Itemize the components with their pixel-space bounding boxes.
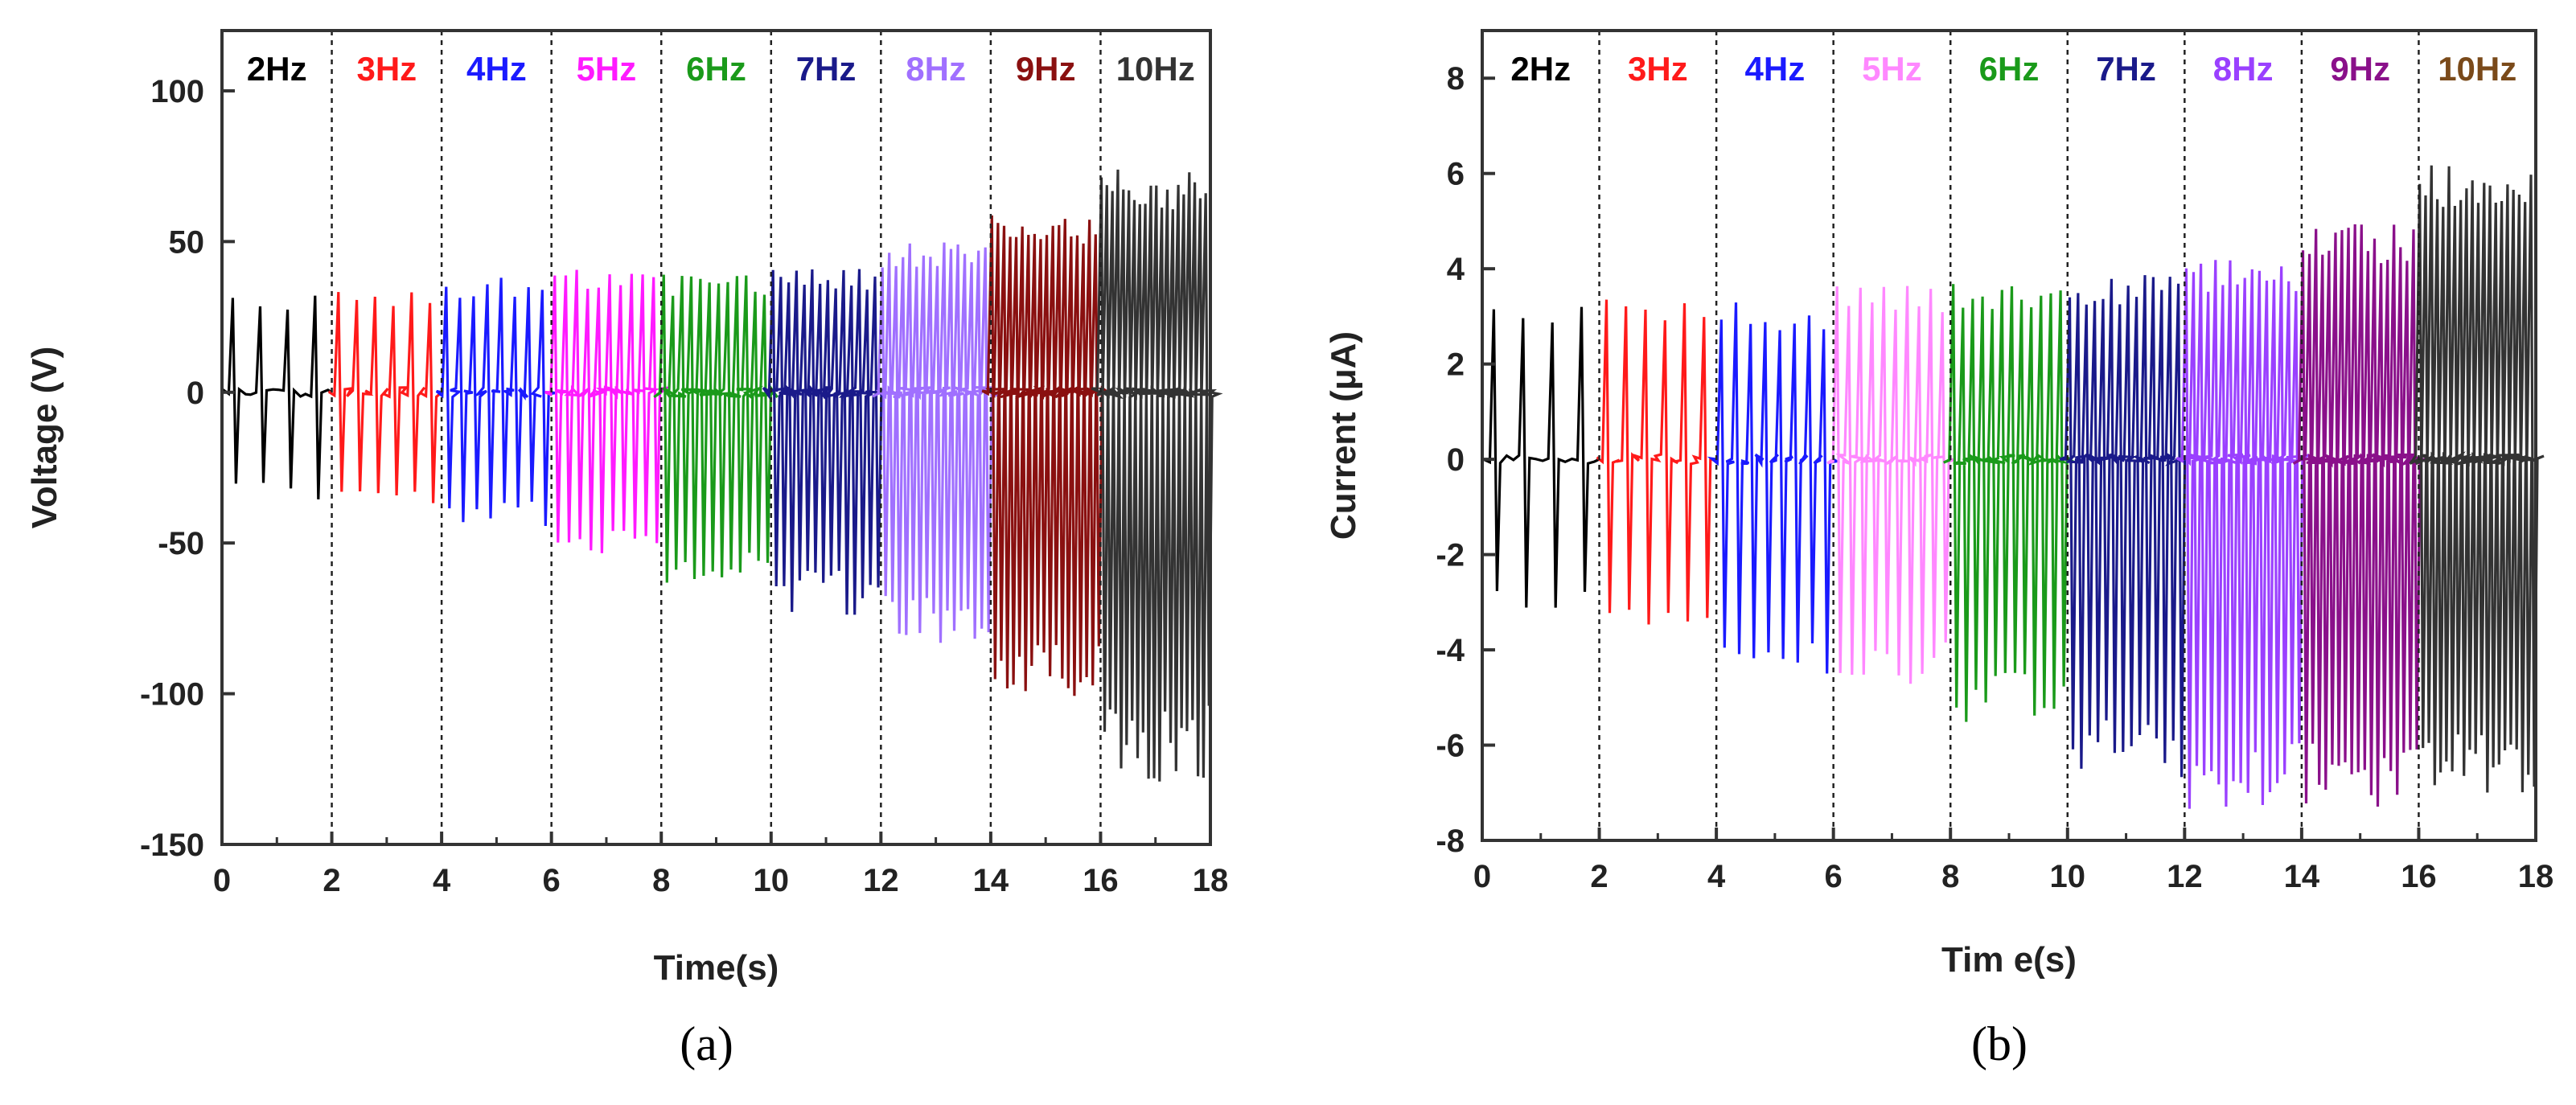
voltage-series-8Hz	[872, 242, 999, 643]
current-label-3Hz: 3Hz	[1628, 50, 1688, 88]
voltage-label-7Hz: 7Hz	[796, 50, 857, 88]
voltage-x-tick-label: 6	[543, 863, 561, 898]
current-label-6Hz: 6Hz	[1979, 50, 2040, 88]
voltage-x-tick-label: 14	[973, 863, 1009, 898]
current-x-tick-label: 8	[1941, 859, 1959, 894]
voltage-label-8Hz: 8Hz	[906, 50, 966, 88]
current-x-tick-label: 10	[2050, 859, 2086, 894]
current-x-tick-label: 14	[2284, 859, 2320, 894]
voltage-series-10Hz	[1091, 169, 1223, 782]
voltage-series-3Hz	[327, 292, 444, 503]
current-frequency-labels: 2Hz 3Hz 4Hz 5Hz 6Hz 7Hz 8Hz 9Hz 10Hz	[1510, 50, 2516, 88]
current-series-3Hz	[1596, 299, 1719, 625]
voltage-label-5Hz: 5Hz	[577, 50, 637, 88]
voltage-series-6Hz	[653, 274, 779, 583]
voltage-series-5Hz	[544, 269, 671, 553]
current-y-tick-label: 4	[1447, 252, 1465, 287]
voltage-x-tick-label: 12	[863, 863, 899, 898]
current-series-6Hz	[1943, 284, 2075, 722]
panel-a-voltage-chart: 2Hz 3Hz 4Hz 5Hz 6Hz 7Hz 8Hz 9Hz 10Hz 0 2 4 6 8 10 12 14…	[25, 29, 1228, 1070]
current-y-tick-label: 8	[1447, 61, 1465, 97]
voltage-y-axis: 100 50 0 -50 -100 -150	[140, 74, 235, 863]
voltage-series-9Hz	[981, 215, 1113, 696]
current-label-10Hz: 10Hz	[2438, 50, 2516, 88]
voltage-x-tick-label: 10	[754, 863, 790, 898]
current-y-tick-label: -2	[1436, 538, 1465, 573]
voltage-y-tick-label: 100	[150, 74, 204, 109]
voltage-x-tick-label: 8	[652, 863, 670, 898]
current-label-7Hz: 7Hz	[2096, 50, 2156, 88]
current-y-tick-label: -8	[1436, 824, 1465, 859]
voltage-y-tick-label: -50	[158, 526, 204, 561]
voltage-band-dividers	[331, 31, 1102, 844]
voltage-label-9Hz: 9Hz	[1016, 50, 1076, 88]
current-label-8Hz: 8Hz	[2213, 50, 2274, 88]
voltage-x-axis-title: Time(s)	[654, 948, 779, 988]
current-series-9Hz	[2292, 224, 2427, 807]
voltage-y-axis-title: Voltage (V)	[25, 347, 64, 529]
current-x-tick-label: 4	[1707, 859, 1726, 894]
current-x-axis-title: Tim e(s)	[1941, 940, 2077, 980]
current-series-4Hz	[1707, 302, 1841, 674]
voltage-x-tick-label: 16	[1083, 863, 1119, 898]
current-x-axis: 0 2 4 6 8 10 12 14 16 18	[1473, 828, 2553, 894]
voltage-label-4Hz: 4Hz	[466, 50, 527, 88]
panel-b-current-chart: 2Hz 3Hz 4Hz 5Hz 6Hz 7Hz 8Hz 9Hz 10Hz 0 2 4 6 8 10 12 14…	[1324, 29, 2553, 1070]
current-series-10Hz	[2409, 165, 2545, 793]
voltage-waveforms	[220, 169, 1223, 782]
current-series-7Hz	[2059, 275, 2192, 778]
voltage-x-tick-label: 4	[433, 863, 451, 898]
voltage-label-3Hz: 3Hz	[356, 50, 417, 88]
current-label-4Hz: 4Hz	[1745, 50, 1806, 88]
voltage-series-2Hz	[220, 295, 333, 499]
current-label-2Hz: 2Hz	[1510, 50, 1571, 88]
voltage-label-6Hz: 6Hz	[686, 50, 746, 88]
current-x-tick-label: 12	[2167, 859, 2203, 894]
voltage-x-tick-label: 2	[323, 863, 340, 898]
voltage-series-4Hz	[435, 277, 556, 527]
current-y-tick-label: -4	[1436, 633, 1465, 668]
panel-label-b: (b)	[1971, 1017, 2028, 1070]
current-y-tick-label: 2	[1447, 347, 1465, 383]
current-series-5Hz	[1826, 285, 1956, 684]
voltage-frequency-labels: 2Hz 3Hz 4Hz 5Hz 6Hz 7Hz 8Hz 9Hz 10Hz	[247, 50, 1195, 88]
current-y-tick-label: 0	[1447, 442, 1465, 478]
voltage-series-7Hz	[762, 269, 889, 615]
voltage-y-tick-label: -150	[140, 828, 204, 863]
current-y-axis-title: Current (μA)	[1324, 331, 1363, 540]
voltage-label-10Hz: 10Hz	[1116, 50, 1195, 88]
voltage-x-tick-label: 0	[213, 863, 231, 898]
current-series-2Hz	[1481, 306, 1600, 608]
voltage-x-tick-label: 18	[1193, 863, 1229, 898]
voltage-label-2Hz: 2Hz	[247, 50, 307, 88]
voltage-y-tick-label: 0	[187, 376, 204, 411]
current-label-9Hz: 9Hz	[2330, 50, 2390, 88]
current-x-tick-label: 18	[2518, 859, 2554, 894]
current-waveforms	[1481, 165, 2545, 809]
voltage-y-tick-label: -100	[140, 677, 204, 713]
current-y-tick-label: -6	[1436, 729, 1465, 764]
current-y-axis: 8 6 4 2 0 -2 -4 -6 -8	[1436, 61, 1495, 859]
current-y-tick-label: 6	[1447, 157, 1465, 192]
current-x-tick-label: 0	[1473, 859, 1491, 894]
current-x-tick-label: 6	[1825, 859, 1843, 894]
voltage-y-tick-label: 50	[169, 224, 205, 260]
panel-label-a: (a)	[680, 1017, 733, 1070]
voltage-x-axis: 0 2 4 6 8 10 12 14 16 18	[213, 832, 1228, 898]
current-series-8Hz	[2175, 260, 2310, 809]
current-x-tick-label: 16	[2401, 859, 2437, 894]
current-label-5Hz: 5Hz	[1862, 50, 1922, 88]
current-x-tick-label: 2	[1590, 859, 1608, 894]
